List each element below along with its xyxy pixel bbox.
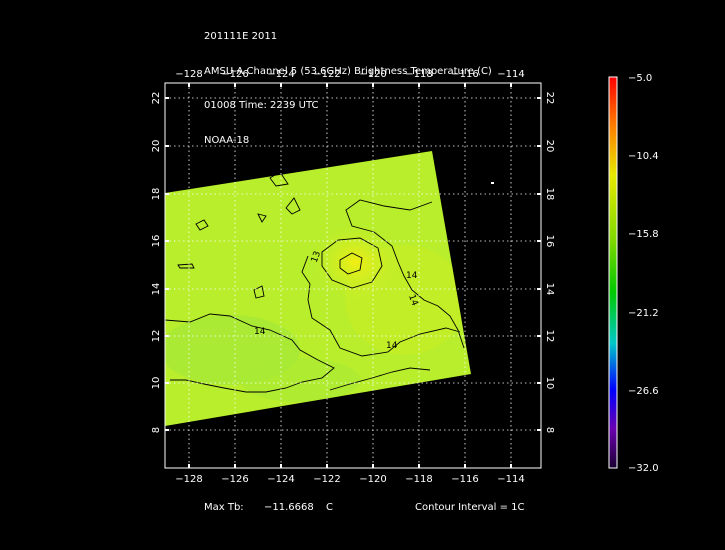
- max-tb-label: Max Tb:: [204, 502, 244, 513]
- lat-tick-label-left: 8: [151, 427, 162, 433]
- contour-label: 14: [406, 293, 419, 307]
- contour-labels: 13 14 14 14 14: [254, 250, 419, 351]
- lat-tick-label-left: 10: [151, 377, 162, 390]
- colorbar-label: −26.6: [628, 386, 659, 397]
- header-date: 201111E 2011: [204, 31, 278, 42]
- contour-label: 13: [310, 250, 323, 264]
- contour-small-4: [253, 285, 265, 299]
- isolated-pixel: [491, 182, 494, 184]
- lon-tick-label-bottom: −122: [313, 474, 340, 485]
- colorbar-label: −32.0: [628, 463, 659, 474]
- contour-14-central: [301, 255, 461, 357]
- cool-patch-south: [240, 358, 360, 402]
- colorbar: [608, 76, 618, 469]
- lon-tick-label-bottom: −114: [497, 474, 524, 485]
- colorbar-label: −21.2: [628, 308, 659, 319]
- lon-tick-label-top: −122: [313, 69, 340, 80]
- contour-label: 14: [254, 327, 266, 337]
- contour-14-west: [164, 313, 335, 393]
- colorbar-label: −10.4: [628, 151, 659, 162]
- lon-tick-label-top: −118: [405, 69, 432, 80]
- lat-tick-label-left: 22: [151, 92, 162, 105]
- contour-label: 14: [386, 341, 398, 351]
- contour-small-6: [195, 219, 209, 231]
- lat-lon-grid: [165, 83, 541, 468]
- lat-tick-label-left: 16: [151, 235, 162, 248]
- lat-tick-label-right: 18: [544, 188, 555, 201]
- lon-tick-label-top: −124: [267, 69, 294, 80]
- map-frame: [164, 82, 542, 469]
- lat-tick-label-left: 12: [151, 330, 162, 343]
- colorbar-label: −15.8: [628, 229, 659, 240]
- lon-tick-label-top: −120: [359, 69, 386, 80]
- lon-tick-label-bottom: −126: [221, 474, 248, 485]
- lon-tick-label-bottom: −118: [405, 474, 432, 485]
- warm-core: [310, 222, 400, 302]
- lat-tick-label-left: 20: [151, 140, 162, 153]
- contour-label: 14: [406, 271, 418, 281]
- contour-interval: Contour Interval = 1C: [415, 502, 525, 513]
- contour-small-1: [285, 197, 301, 215]
- lat-tick-label-right: 12: [544, 330, 555, 343]
- map-header: 201111E 2011 AMSU-A Channel 5 (53.6GHz) …: [204, 8, 492, 158]
- header-product: AMSU-A Channel 5 (53.6GHz) Brightness Te…: [204, 65, 492, 77]
- contour-small-3: [177, 263, 195, 269]
- lon-tick-label-bottom: −128: [175, 474, 202, 485]
- lat-tick-label-right: 20: [544, 140, 555, 153]
- lon-tick-label-bottom: −124: [267, 474, 294, 485]
- lon-tick-label-top: −128: [175, 69, 202, 80]
- lat-tick-label-right: 16: [544, 235, 555, 248]
- lon-tick-label-top: −114: [497, 69, 524, 80]
- lat-tick-label-right: 22: [544, 92, 555, 105]
- lat-tick-label-right: 14: [544, 283, 555, 296]
- contour-14-south: [329, 367, 431, 391]
- lon-tick-label-top: −116: [451, 69, 478, 80]
- lat-tick-label-left: 14: [151, 283, 162, 296]
- lat-tick-label-right: 10: [544, 377, 555, 390]
- lat-tick-label-right: 8: [544, 427, 555, 433]
- contour-14-east: [345, 199, 465, 349]
- header-time: 01008 Time: 2239 UTC: [204, 100, 319, 111]
- lon-tick-label-bottom: −116: [451, 474, 478, 485]
- contour-core-inner: [339, 252, 363, 275]
- contour-lines: [164, 171, 465, 393]
- contour-small-2: [269, 171, 289, 187]
- lat-tick-label-left: 18: [151, 188, 162, 201]
- header-satellite: NOAA-18: [204, 134, 250, 146]
- lon-tick-label-top: −126: [221, 69, 248, 80]
- contour-small-5: [257, 213, 267, 223]
- max-tb-unit: C: [326, 502, 333, 513]
- max-tb-value: −11.6668: [264, 502, 314, 513]
- lon-tick-label-bottom: −120: [359, 474, 386, 485]
- axis-ticks: −128 −128 −126 −126 −124 −124 −122 −122 −120 −120…: [151, 69, 555, 485]
- temperature-field: [165, 151, 471, 426]
- colorbar-label: −5.0: [628, 73, 653, 84]
